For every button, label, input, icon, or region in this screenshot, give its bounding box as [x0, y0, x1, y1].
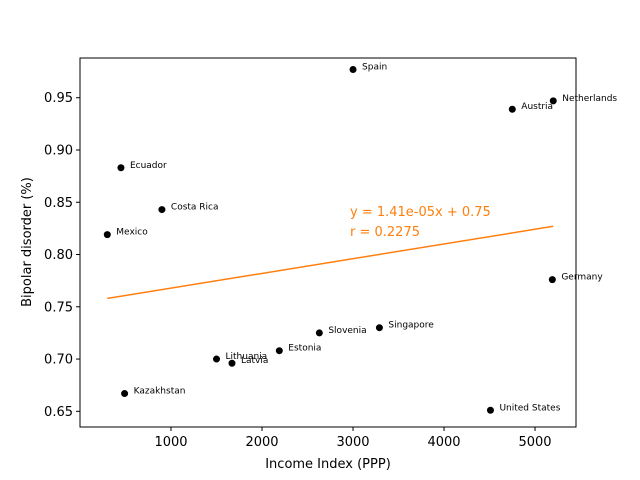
ticks-layer: 1000 2000 3000 4000 5000 0.65 0.70 0.75 0.80 0.85… [44, 91, 552, 450]
y-axis-label: Bipolar disorder (%) [20, 177, 35, 307]
point-label: Ecuador [130, 161, 167, 171]
x-tick-label: 5000 [518, 435, 551, 450]
points-layer: Spain Netherlands Austria Ecuador Costa Rica… [103, 62, 617, 414]
data-point [315, 329, 323, 337]
y-tick-label: 0.90 [44, 143, 73, 158]
point-label: Slovenia [328, 326, 366, 336]
trend-equation: y = 1.41e-05x + 0.75 [350, 205, 491, 220]
data-point [228, 359, 236, 367]
data-point [213, 355, 221, 363]
point-label: Costa Rica [171, 203, 219, 213]
data-point [549, 97, 557, 105]
point-label: Mexico [116, 228, 148, 238]
point-label: Kazakhstan [134, 387, 186, 397]
data-point [375, 324, 383, 332]
point-label: Spain [362, 62, 387, 72]
trendline [107, 225, 554, 300]
data-point [117, 164, 125, 172]
data-point [548, 276, 556, 284]
y-tick-label: 0.65 [44, 405, 73, 420]
point-label: Estonia [288, 344, 321, 354]
x-axis-label: Income Index (PPP) [265, 457, 391, 472]
y-tick-label: 0.80 [44, 248, 73, 263]
data-point [158, 206, 166, 214]
point-label: Netherlands [562, 94, 617, 104]
data-point [103, 231, 111, 239]
point-label: Germany [561, 273, 603, 283]
data-point [121, 390, 129, 398]
data-point [349, 65, 357, 73]
point-label: Austria [521, 102, 553, 112]
point-label: United States [499, 403, 560, 413]
x-tick-label: 1000 [154, 435, 187, 450]
y-tick-label: 0.85 [44, 196, 73, 211]
x-tick-label: 2000 [245, 435, 278, 450]
plot-area [79, 57, 577, 428]
y-tick-label: 0.70 [44, 353, 73, 368]
data-point [508, 105, 516, 113]
x-tick-label: 4000 [427, 435, 460, 450]
x-tick-label: 3000 [336, 435, 369, 450]
trend-r-value: r = 0.2275 [350, 225, 420, 240]
y-tick-label: 0.95 [44, 91, 73, 106]
point-label: Singapore [388, 321, 434, 331]
point-label: Latvia [241, 356, 268, 366]
point-label: Lithuania [226, 352, 268, 362]
data-point [486, 406, 494, 414]
y-tick-label: 0.75 [44, 300, 73, 315]
trendline-layer [107, 225, 554, 300]
data-point [275, 347, 283, 355]
